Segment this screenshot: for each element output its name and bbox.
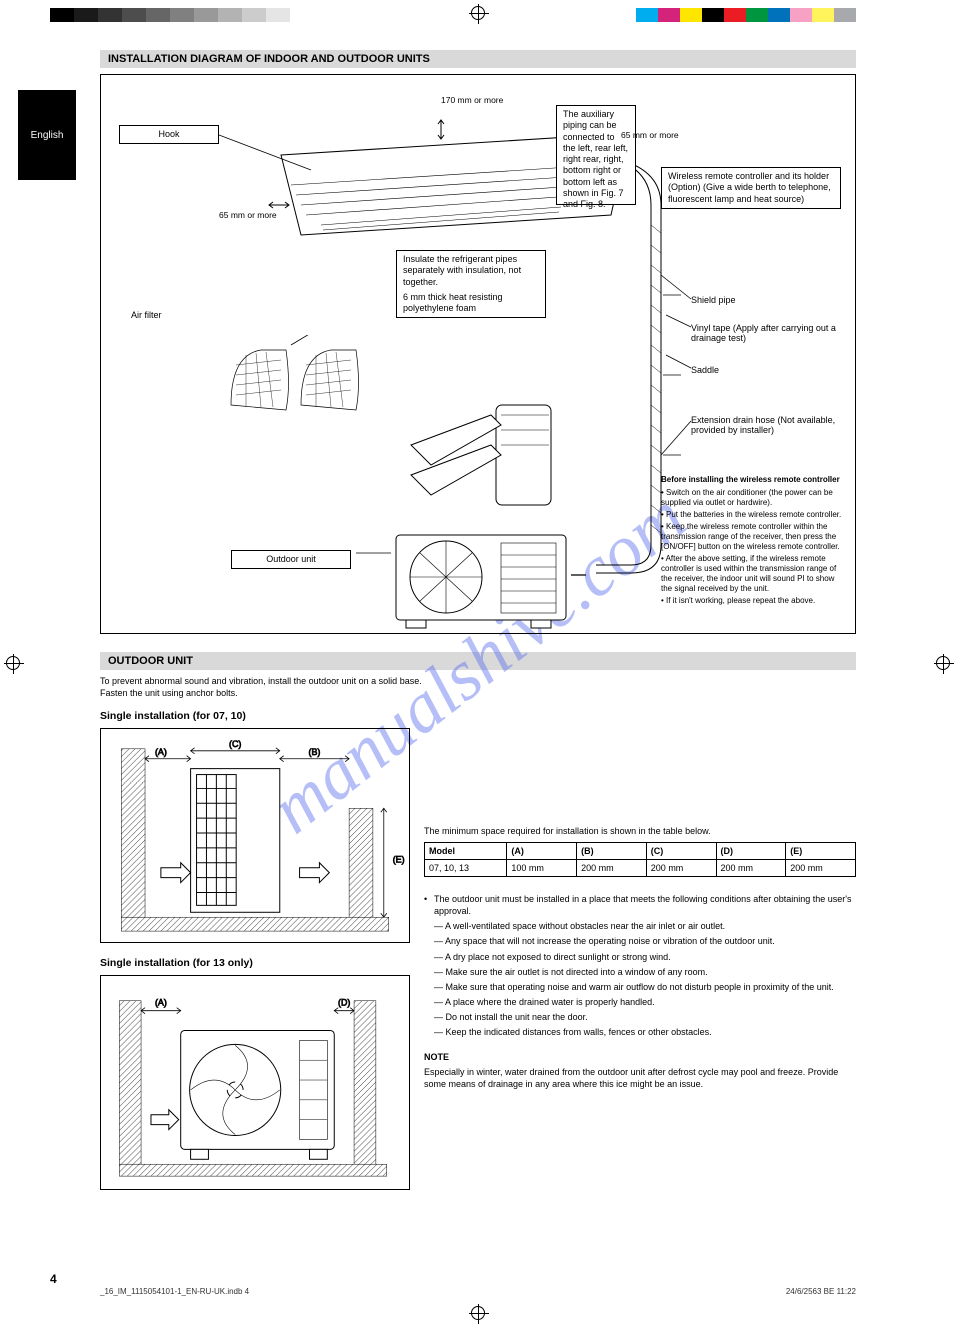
outdoor-bullet: — Any space that will not increase the o… (424, 935, 856, 947)
note-block: NOTE Especially in winter, water drained… (424, 1051, 856, 1089)
clearance-figure-07-10: (A) (C) (B) (E) (100, 728, 410, 943)
clearance-figure-13: (A) (D) (100, 975, 410, 1190)
table-header-cell: (C) (646, 843, 716, 860)
grayscale-calibration-strip (50, 8, 290, 22)
single-install-13-title: Single installation (for 13 only) (100, 957, 410, 969)
outdoor-bullet: — A well-ventilated space without obstac… (424, 920, 856, 932)
vinyl-tape-label: Vinyl tape (Apply after carrying out a d… (691, 323, 841, 343)
registration-mark-left (6, 656, 20, 670)
table-cell: 200 mm (786, 860, 856, 877)
outdoor-unit-illustration (386, 525, 586, 635)
outdoor-bullet: •The outdoor unit must be installed in a… (424, 893, 856, 917)
table-cell: 200 mm (646, 860, 716, 877)
outdoor-note-a: To prevent abnormal sound and vibration,… (100, 676, 856, 686)
remote-install-step: • Switch on the air conditioner (the pow… (661, 488, 846, 508)
language-tab: English (18, 90, 76, 180)
page-number: 4 (50, 1272, 57, 1286)
note-heading: NOTE (424, 1052, 449, 1062)
outdoor-conditions-list: •The outdoor unit must be installed in a… (424, 893, 856, 1038)
table-cell: 200 mm (716, 860, 786, 877)
color-calibration-strip (636, 8, 856, 22)
extension-hose-label: Extension drain hose (Not available, pro… (691, 415, 846, 435)
outdoor-note-b: Fasten the unit using anchor bolts. (100, 688, 856, 698)
shield-pipe-label: Shield pipe (691, 295, 736, 305)
svg-text:(D): (D) (338, 998, 350, 1008)
language-label: English (31, 130, 64, 141)
remote-guide-text: Wireless remote controller and its holde… (668, 171, 831, 204)
insulate-spec: 6 mm thick heat resisting polyethylene f… (403, 292, 539, 315)
remote-guide-label: Wireless remote controller and its holde… (661, 167, 841, 209)
outdoor-bullet: — Make sure the air outlet is not direct… (424, 966, 856, 978)
footer-filename: _16_IM_1115054101-1_EN-RU-UK.indb 4 (100, 1287, 249, 1296)
single-install-07-10-title: Single installation (for 07, 10) (100, 710, 410, 722)
outdoor-bullet: — A dry place not exposed to direct sunl… (424, 951, 856, 963)
clearance-svg-1: (A) (C) (B) (E) (101, 729, 409, 942)
right-clearance-dim: 65 mm or more (621, 130, 679, 140)
note-text: Especially in winter, water drained from… (424, 1066, 856, 1090)
remote-install-step: • Put the batteries in the wireless remo… (661, 510, 846, 520)
clearance-figures-column: Single installation (for 07, 10) (100, 706, 410, 1204)
table-cell: 100 mm (507, 860, 577, 877)
insulate-text: Insulate the refrigerant pipes separatel… (403, 254, 539, 288)
air-filter-label: Air filter (131, 310, 162, 320)
remote-install-step: • Keep the wireless remote controller wi… (661, 522, 846, 552)
table-cell: 200 mm (577, 860, 647, 877)
remote-install-title: Before installing the wireless remote co… (661, 475, 846, 485)
outdoor-bullet: — A place where the drained water is pro… (424, 996, 856, 1008)
remote-install-step: • If it isn't working, please repeat the… (661, 596, 846, 606)
outdoor-bullet: — Make sure that operating noise and war… (424, 981, 856, 993)
clearance-table: Model(A)(B)(C)(D)(E) 07, 10, 13100 mm200… (424, 842, 856, 877)
outdoor-bullet: — Do not install the unit near the door. (424, 1011, 856, 1023)
dim-e: (E) (393, 855, 405, 865)
dim-c: (C) (229, 739, 241, 749)
clearance-text-column: The minimum space required for installat… (424, 706, 856, 1204)
outdoor-unit-label: Outdoor unit (231, 550, 351, 569)
section2-header: OUTDOOR UNIT (100, 652, 856, 670)
registration-mark-right (936, 656, 950, 670)
registration-mark-top (471, 6, 485, 20)
left-clearance-dim: 65 mm or more (219, 210, 277, 220)
clearance-row: Single installation (for 07, 10) (100, 706, 856, 1204)
piping-connect-note: The auxiliary piping can be connected to… (556, 105, 636, 205)
table-cell: 07, 10, 13 (425, 860, 507, 877)
dim-b: (B) (309, 747, 321, 757)
remote-install-instructions: Before installing the wireless remote co… (661, 475, 846, 608)
svg-text:(A): (A) (155, 998, 167, 1008)
clearance-svg-2: (A) (D) (101, 976, 409, 1189)
table-header-cell: (D) (716, 843, 786, 860)
pipe-insulation-inset (401, 395, 561, 525)
main-install-diagram: Hook The auxiliary piping can be connect… (100, 74, 856, 634)
saddle-label: Saddle (691, 365, 719, 375)
hook-label: Hook (119, 125, 219, 144)
table-header-cell: (B) (577, 843, 647, 860)
table-header-cell: (A) (507, 843, 577, 860)
dim-a: (A) (155, 747, 167, 757)
top-clearance-dim: 170 mm or more (441, 95, 503, 105)
min-space-note: The minimum space required for installat… (424, 826, 856, 836)
table-header-cell: (E) (786, 843, 856, 860)
remote-install-step: • After the above setting, if the wirele… (661, 554, 846, 594)
footer-timestamp: 24/6/2563 BE 11:22 (786, 1287, 856, 1296)
air-filter-illustration (221, 335, 371, 425)
insulation-label: Insulate the refrigerant pipes separatel… (396, 250, 546, 318)
registration-mark-bottom (471, 1306, 485, 1320)
page-root: English manualshive.com INSTALLATION DIA… (0, 0, 956, 1326)
table-header-cell: Model (425, 843, 507, 860)
outdoor-bullet: — Keep the indicated distances from wall… (424, 1026, 856, 1038)
section1-header: INSTALLATION DIAGRAM OF INDOOR AND OUTDO… (100, 50, 856, 68)
